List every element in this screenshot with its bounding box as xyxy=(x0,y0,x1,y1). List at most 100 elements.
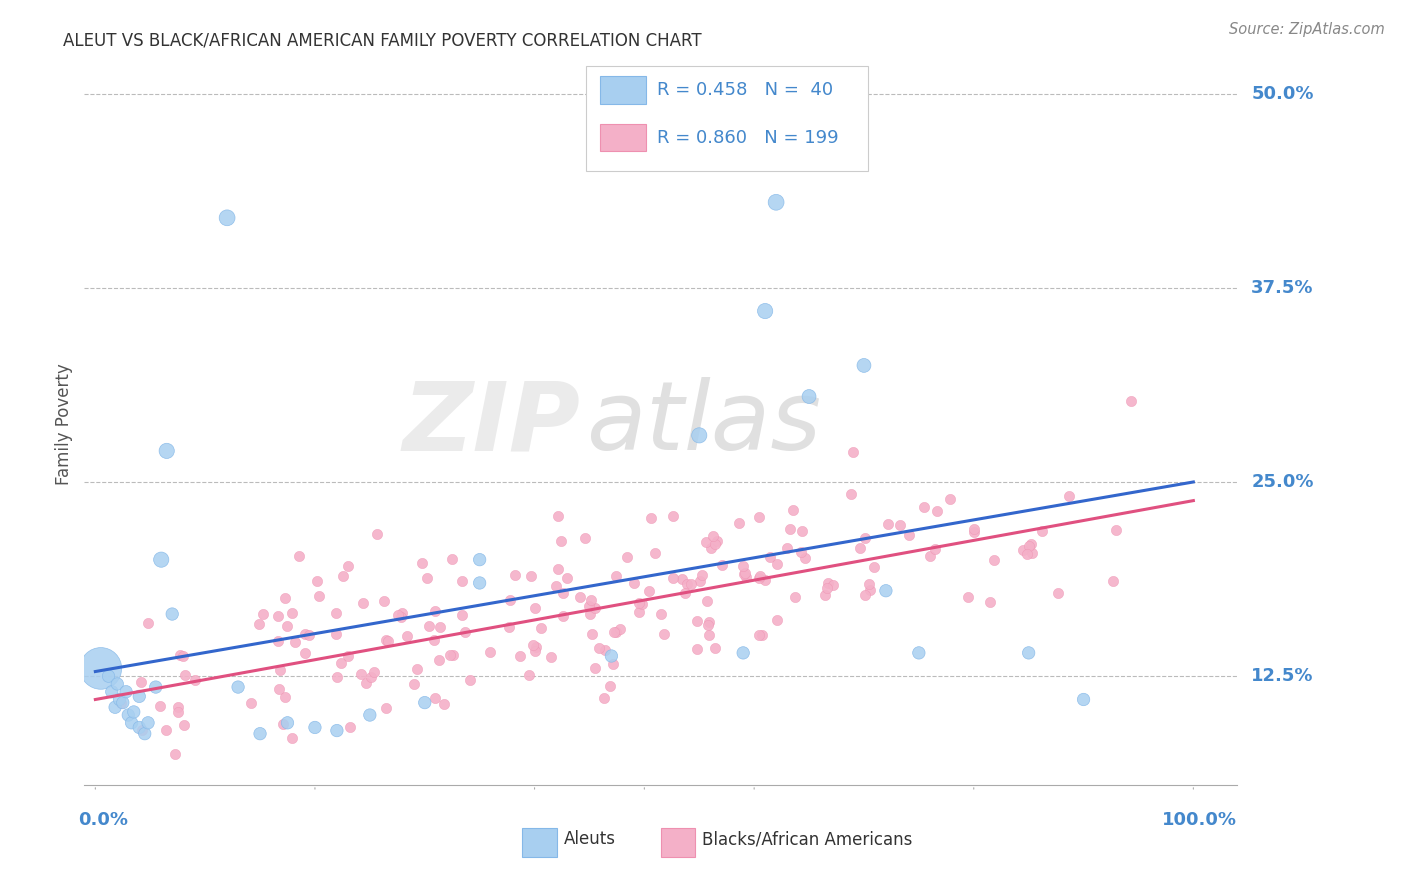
Point xyxy=(304,721,326,735)
Point xyxy=(332,569,354,583)
Point xyxy=(578,599,600,613)
Point xyxy=(523,644,546,658)
Point xyxy=(429,620,451,634)
Point xyxy=(695,534,717,549)
FancyBboxPatch shape xyxy=(600,124,645,152)
Point xyxy=(823,578,845,592)
Point xyxy=(637,583,659,598)
Point xyxy=(602,657,624,672)
Text: 100.0%: 100.0% xyxy=(1163,811,1237,829)
Point xyxy=(184,673,207,688)
Point xyxy=(599,680,621,694)
Point xyxy=(540,650,562,665)
Point xyxy=(748,510,770,524)
Point xyxy=(815,581,838,595)
Point xyxy=(650,607,672,621)
Point xyxy=(689,574,711,588)
Point xyxy=(305,574,328,589)
Point xyxy=(623,576,645,591)
Point xyxy=(765,195,787,210)
Point xyxy=(1073,692,1095,706)
Point xyxy=(852,359,875,373)
Point xyxy=(336,559,359,574)
Point xyxy=(440,551,463,566)
Point xyxy=(391,606,413,620)
Point xyxy=(406,662,429,676)
Point xyxy=(128,690,150,704)
Point xyxy=(458,673,481,688)
Point xyxy=(523,601,546,615)
Y-axis label: Family Poverty: Family Poverty xyxy=(55,363,73,484)
Point xyxy=(793,550,815,565)
Point xyxy=(274,690,297,704)
Point xyxy=(294,627,316,641)
Point xyxy=(281,606,304,620)
Point xyxy=(427,653,450,667)
Point xyxy=(325,627,347,641)
Point xyxy=(1012,543,1035,558)
Point xyxy=(918,549,941,564)
Point xyxy=(583,600,606,615)
Point xyxy=(814,588,837,602)
Point xyxy=(553,586,575,600)
Point xyxy=(155,723,177,738)
Point xyxy=(776,541,799,555)
Point xyxy=(555,571,578,585)
Point xyxy=(585,660,607,674)
Point xyxy=(749,568,772,582)
Point xyxy=(1015,547,1038,561)
FancyBboxPatch shape xyxy=(586,66,869,171)
Point xyxy=(329,656,352,670)
Point xyxy=(325,670,347,684)
Point xyxy=(600,648,623,663)
Point xyxy=(1057,489,1080,503)
Point xyxy=(979,595,1001,609)
Point xyxy=(167,700,190,714)
Point xyxy=(111,696,134,710)
Point xyxy=(451,574,474,589)
Point xyxy=(754,573,776,587)
Point xyxy=(1102,574,1125,588)
Point xyxy=(105,677,128,691)
Point xyxy=(524,640,547,654)
Point xyxy=(697,615,720,629)
Point xyxy=(652,627,675,641)
Point xyxy=(640,511,662,525)
Point xyxy=(156,443,179,458)
Point xyxy=(339,721,361,735)
Point xyxy=(748,571,770,585)
Point xyxy=(131,723,153,737)
Text: 50.0%: 50.0% xyxy=(1251,85,1313,103)
Point xyxy=(765,613,787,627)
Point xyxy=(782,503,804,517)
Point xyxy=(841,487,863,501)
Point xyxy=(122,705,145,719)
Point xyxy=(704,537,727,551)
Point xyxy=(697,628,720,642)
Point xyxy=(544,578,567,592)
Point xyxy=(859,582,882,597)
Point xyxy=(121,715,143,730)
Point xyxy=(308,589,330,603)
Point xyxy=(354,676,377,690)
Point xyxy=(104,700,127,714)
Point xyxy=(733,567,755,582)
Point xyxy=(90,661,112,675)
Point xyxy=(734,570,756,584)
Point xyxy=(451,608,474,623)
Point xyxy=(240,696,263,710)
Text: ALEUT VS BLACK/AFRICAN AMERICAN FAMILY POVERTY CORRELATION CHART: ALEUT VS BLACK/AFRICAN AMERICAN FAMILY P… xyxy=(63,31,702,49)
Point xyxy=(418,619,440,633)
Point xyxy=(404,677,426,691)
Point xyxy=(117,708,139,723)
Point xyxy=(797,390,820,404)
Point xyxy=(325,606,347,620)
Point xyxy=(173,717,195,731)
Point xyxy=(411,557,433,571)
Point xyxy=(733,646,755,660)
Point xyxy=(160,607,183,621)
Point xyxy=(165,747,187,761)
Point xyxy=(276,619,298,633)
Point xyxy=(592,691,614,706)
Point xyxy=(373,594,395,608)
